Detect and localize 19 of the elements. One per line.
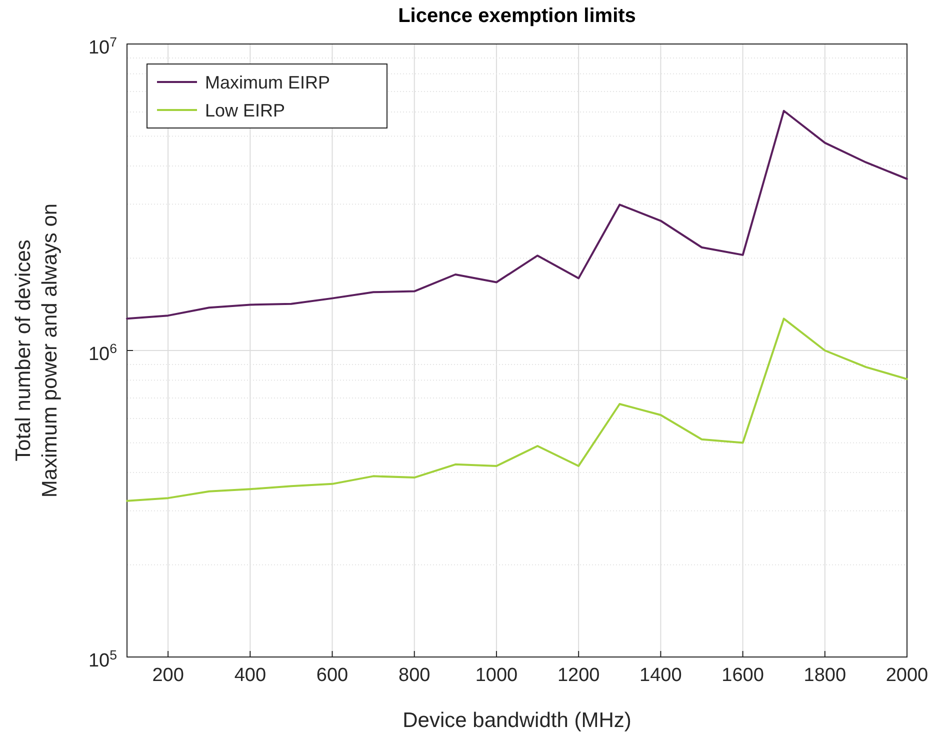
chart-title: Licence exemption limits (398, 5, 636, 27)
line-series (126, 318, 908, 502)
legend-label: Maximum EIRP (205, 72, 330, 92)
y-tick-label: 10$^{7}$ (88, 34, 117, 58)
y-tick-label: 10$^{5}$ (88, 647, 117, 672)
x-tick-label: 1000 (475, 664, 518, 686)
x-tick-label: 1200 (557, 664, 600, 686)
x-tick-label: 1600 (722, 664, 764, 686)
x-axis-title: Device bandwidth (MHz) (402, 709, 632, 732)
x-tick-label: 400 (234, 664, 266, 686)
y-axis-title: Total number of devices Maximum power and always on (12, 203, 62, 498)
legend-label: Low EIRP (205, 100, 286, 120)
x-tick-label: 600 (316, 664, 348, 686)
y-tick-label: 10$^{6}$ (88, 340, 117, 365)
x-tick-label: 2000 (886, 664, 928, 686)
x-tick-label: 200 (152, 664, 184, 686)
x-tick-label: 800 (398, 664, 430, 686)
x-tick-label: 1800 (804, 664, 846, 686)
x-tick-label: 1400 (640, 664, 682, 686)
